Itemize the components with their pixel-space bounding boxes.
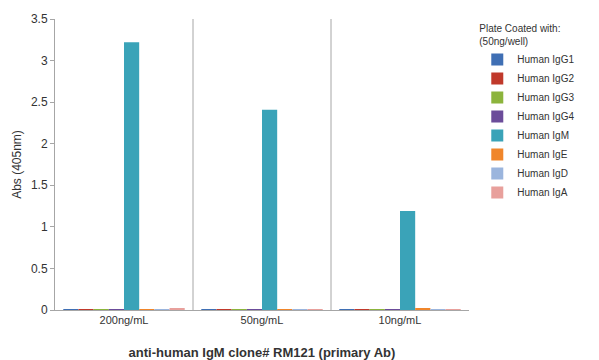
svg-text:0: 0 [41, 303, 48, 317]
svg-text:Human IgD: Human IgD [517, 168, 568, 179]
svg-text:2: 2 [41, 137, 48, 151]
svg-text:3.5: 3.5 [31, 12, 48, 26]
svg-text:Abs (405nm): Abs (405nm) [10, 130, 24, 199]
svg-text:Human IgA: Human IgA [517, 187, 567, 198]
svg-text:Plate Coated with:(50ng/well): Plate Coated with:(50ng/well) [479, 23, 560, 47]
svg-text:Human IgG4: Human IgG4 [517, 111, 574, 122]
svg-text:0.5: 0.5 [31, 262, 48, 276]
svg-text:10ng/mL: 10ng/mL [379, 314, 422, 326]
svg-text:Human IgM: Human IgM [517, 130, 569, 141]
svg-text:1.5: 1.5 [31, 178, 48, 192]
svg-text:1: 1 [41, 220, 48, 234]
svg-text:50ng/mL: 50ng/mL [241, 314, 284, 326]
svg-text:Human IgE: Human IgE [517, 149, 567, 160]
svg-text:Human IgG1: Human IgG1 [517, 54, 574, 65]
svg-text:anti-human IgM clone# RM121 (p: anti-human IgM clone# RM121 (primary Ab) [129, 345, 396, 360]
svg-text:Human IgG2: Human IgG2 [517, 73, 574, 84]
svg-text:3: 3 [41, 54, 48, 68]
svg-text:2.5: 2.5 [31, 95, 48, 109]
svg-text:Human IgG3: Human IgG3 [517, 92, 574, 103]
svg-text:200ng/mL: 200ng/mL [100, 314, 149, 326]
